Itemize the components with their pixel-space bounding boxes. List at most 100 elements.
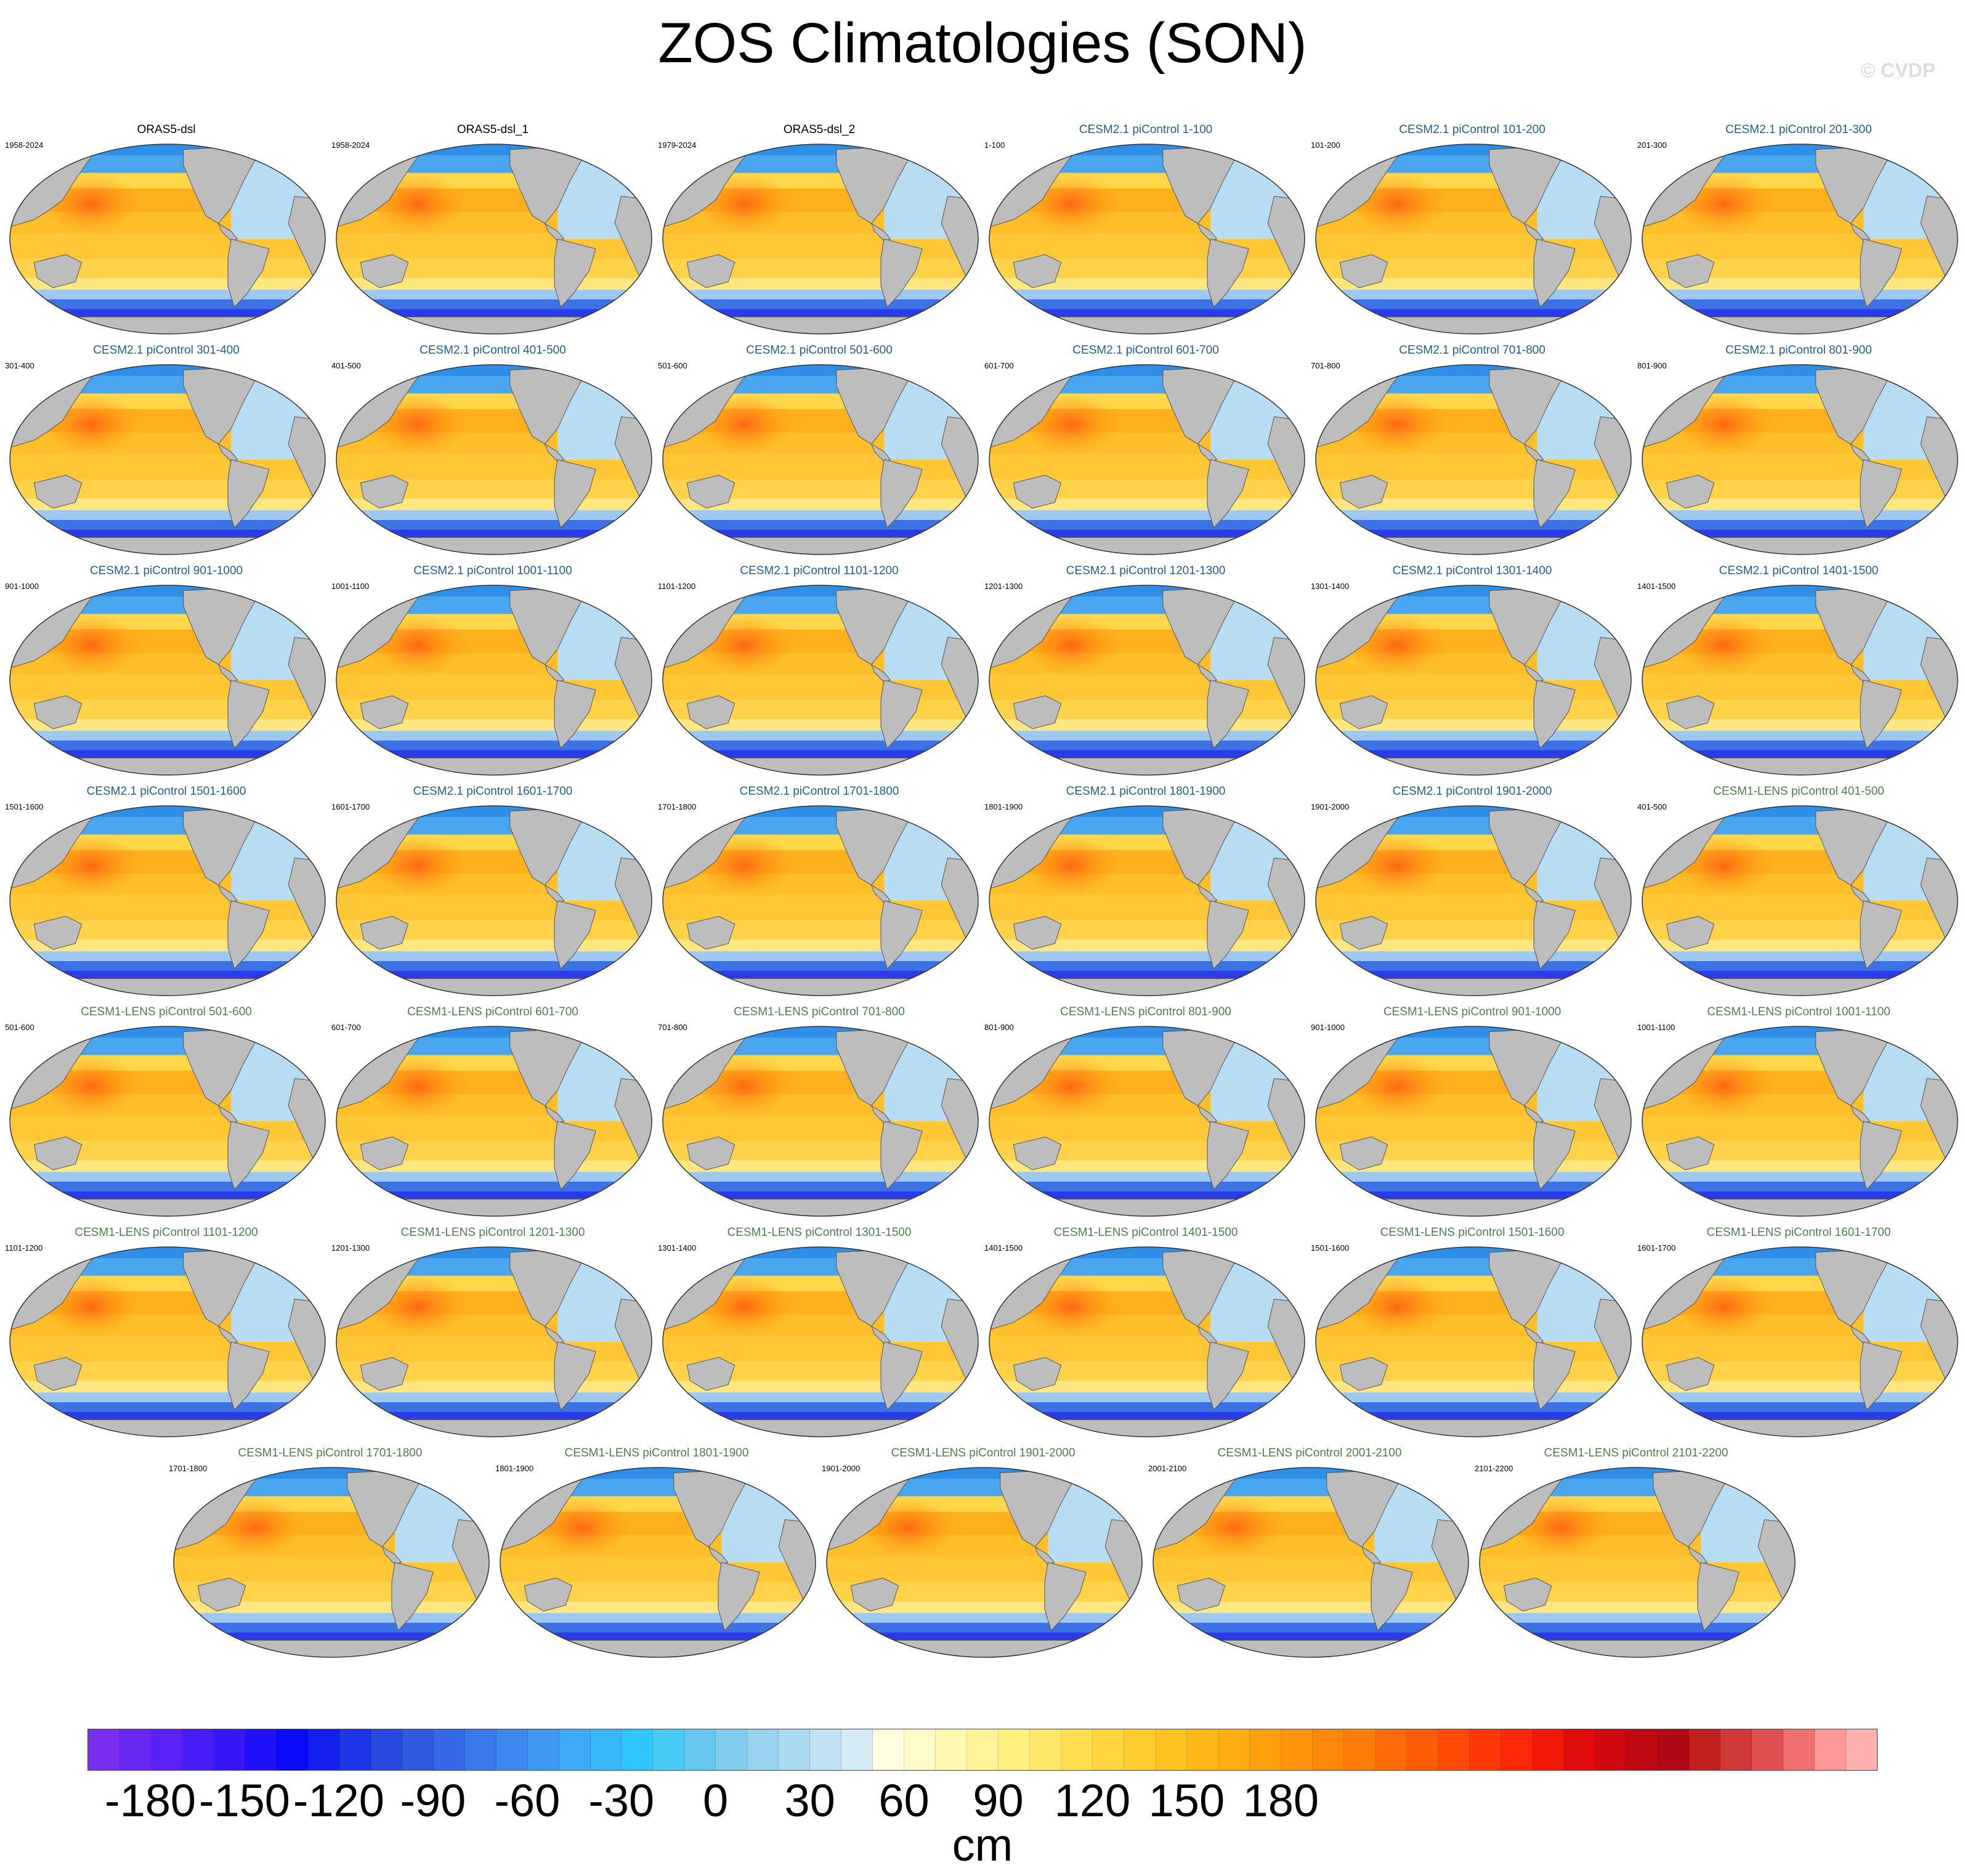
panel-title: CESM1-LENS piControl 1901-2000 xyxy=(891,1447,1076,1460)
panel-title: CESM2.1 piControl 501-600 xyxy=(746,344,893,357)
ocean-map xyxy=(989,585,1305,776)
colorbar-swatch xyxy=(1281,1729,1313,1770)
colorbar-swatch xyxy=(1752,1729,1784,1770)
colorbar-swatch xyxy=(433,1729,465,1770)
colorbar-tick-labels: -180 -150 -120 -90 -60 -30 0 30 60 90 120 150 180 xyxy=(0,1774,1965,1830)
panel-year-range: 1801-1900 xyxy=(495,1464,534,1473)
panel-title: CESM2.1 piControl 601-700 xyxy=(1072,344,1219,357)
colorbar-swatch xyxy=(464,1729,496,1770)
panel-year-range: 1401-1500 xyxy=(984,1243,1023,1253)
ocean-map xyxy=(336,144,652,335)
panel-title: CESM2.1 piControl 701-800 xyxy=(1399,344,1546,357)
panel-year-range: 1501-1600 xyxy=(1311,1243,1350,1253)
panel-title: CESM2.1 piControl 1501-1600 xyxy=(86,785,246,798)
panel-year-range: 2101-2200 xyxy=(1475,1464,1513,1473)
map-panel: CESM1-LENS piControl 1001-1100 1001-1100 xyxy=(1636,1005,1961,1221)
colorbar-swatch xyxy=(716,1729,748,1770)
ocean-map xyxy=(9,805,326,996)
colorbar-swatch xyxy=(496,1729,528,1770)
colorbar-tick-label: 30 xyxy=(784,1775,835,1826)
panel-title: CESM1-LENS piControl 2001-2100 xyxy=(1217,1447,1402,1460)
panel-title: CESM2.1 piControl 101-200 xyxy=(1399,123,1546,136)
panel-title: CESM2.1 piControl 1401-1500 xyxy=(1719,564,1879,577)
panel-title: CESM2.1 piControl 1001-1100 xyxy=(413,564,572,577)
map-panel: CESM2.1 piControl 201-300 201-300 xyxy=(1636,123,1961,339)
ocean-map xyxy=(662,364,979,555)
panel-title: CESM1-LENS piControl 501-600 xyxy=(81,1005,252,1018)
colorbar-swatch xyxy=(1595,1729,1627,1770)
panel-year-range: 1301-1400 xyxy=(1311,582,1350,591)
colorbar-swatch xyxy=(1061,1729,1093,1770)
colorbar-tick-label: 0 xyxy=(703,1775,729,1826)
panel-year-range: 1-100 xyxy=(984,140,1005,150)
panel-year-range: 601-700 xyxy=(331,1023,361,1032)
map-panel: CESM1-LENS piControl 901-1000 901-1000 xyxy=(1310,1005,1635,1221)
panel-title: CESM2.1 piControl 401-500 xyxy=(419,344,566,357)
map-panel: CESM1-LENS piControl 1801-1900 1801-1900 xyxy=(494,1447,819,1662)
panel-year-range: 1301-1400 xyxy=(658,1243,697,1253)
colorbar-tick-label: 90 xyxy=(973,1775,1024,1826)
panel-title: CESM1-LENS piControl 401-500 xyxy=(1713,785,1884,798)
ocean-map xyxy=(9,364,326,555)
ocean-map xyxy=(1642,1026,1958,1217)
ocean-map xyxy=(989,1026,1305,1217)
panel-title: CESM2.1 piControl 301-400 xyxy=(93,344,240,357)
map-panel: CESM2.1 piControl 501-600 501-600 xyxy=(657,344,982,559)
map-panel: CESM2.1 piControl 1601-1700 1601-1700 xyxy=(330,785,655,1001)
ocean-map xyxy=(826,1467,1143,1658)
map-panel: CESM1-LENS piControl 801-900 801-900 xyxy=(983,1005,1308,1221)
colorbar-swatch xyxy=(999,1729,1031,1770)
map-panel: CESM2.1 piControl 1801-1900 1801-1900 xyxy=(983,785,1308,1001)
ocean-map xyxy=(1315,1026,1632,1217)
panel-year-range: 1979-2024 xyxy=(658,140,697,150)
map-panel: CESM1-LENS piControl 1701-1800 1701-1800 xyxy=(168,1447,493,1662)
colorbar-swatch xyxy=(1658,1729,1690,1770)
ocean-map xyxy=(662,585,979,776)
map-panel: CESM2.1 piControl 701-800 701-800 xyxy=(1310,344,1635,559)
ocean-map xyxy=(989,805,1305,996)
ocean-map xyxy=(336,585,652,776)
panel-year-range: 901-1000 xyxy=(1311,1023,1345,1032)
panel-year-range: 901-1000 xyxy=(5,582,39,591)
ocean-map xyxy=(9,585,326,776)
map-panel: CESM1-LENS piControl 701-800 701-800 xyxy=(657,1005,982,1221)
panel-year-range: 1601-1700 xyxy=(1637,1243,1676,1253)
panel-year-range: 1001-1100 xyxy=(1637,1023,1675,1032)
panel-title: ORAS5-dsl xyxy=(137,123,196,136)
colorbar-swatch xyxy=(684,1729,716,1770)
panel-title: CESM2.1 piControl 901-1000 xyxy=(89,564,243,577)
colorbar-swatch xyxy=(653,1729,685,1770)
colorbar-swatch xyxy=(1218,1729,1250,1770)
colorbar-tick-label: 180 xyxy=(1242,1775,1319,1826)
colorbar-swatch xyxy=(307,1729,339,1770)
ocean-map xyxy=(662,1026,979,1217)
colorbar-swatch xyxy=(967,1729,999,1770)
colorbar-swatch xyxy=(1783,1729,1815,1770)
panel-year-range: 401-500 xyxy=(1637,802,1667,811)
ocean-map xyxy=(1315,805,1632,996)
ocean-map xyxy=(662,805,979,996)
map-panel: CESM1-LENS piControl 1401-1500 1401-1500 xyxy=(983,1226,1308,1442)
map-panel: CESM2.1 piControl 1701-1800 1701-1800 xyxy=(657,785,982,1001)
ocean-map xyxy=(9,1026,326,1217)
ocean-map xyxy=(1642,364,1958,555)
colorbar-swatch xyxy=(1438,1729,1470,1770)
panel-title: CESM1-LENS piControl 1201-1300 xyxy=(400,1226,585,1239)
panel-title: CESM1-LENS piControl 1601-1700 xyxy=(1706,1226,1891,1239)
panel-title: CESM2.1 piControl 1-100 xyxy=(1079,123,1213,136)
colorbar-swatch xyxy=(276,1729,308,1770)
colorbar-swatch xyxy=(559,1729,591,1770)
colorbar-swatch xyxy=(1186,1729,1218,1770)
map-panel: CESM1-LENS piControl 401-500 401-500 xyxy=(1636,785,1961,1001)
colorbar-swatch xyxy=(182,1729,214,1770)
colorbar-swatch xyxy=(527,1729,559,1770)
panel-year-range: 1101-1200 xyxy=(658,582,696,591)
panel-year-range: 201-300 xyxy=(1637,140,1667,150)
panel-title: ORAS5-dsl_1 xyxy=(456,123,529,136)
panel-title: CESM1-LENS piControl 2101-2200 xyxy=(1544,1447,1728,1460)
panel-title: CESM2.1 piControl 201-300 xyxy=(1725,123,1872,136)
panel-year-range: 301-400 xyxy=(5,361,34,370)
panel-year-range: 701-800 xyxy=(658,1023,687,1032)
panel-title: CESM2.1 piControl 1601-1700 xyxy=(413,785,573,798)
panel-title: CESM2.1 piControl 1301-1400 xyxy=(1392,564,1552,577)
